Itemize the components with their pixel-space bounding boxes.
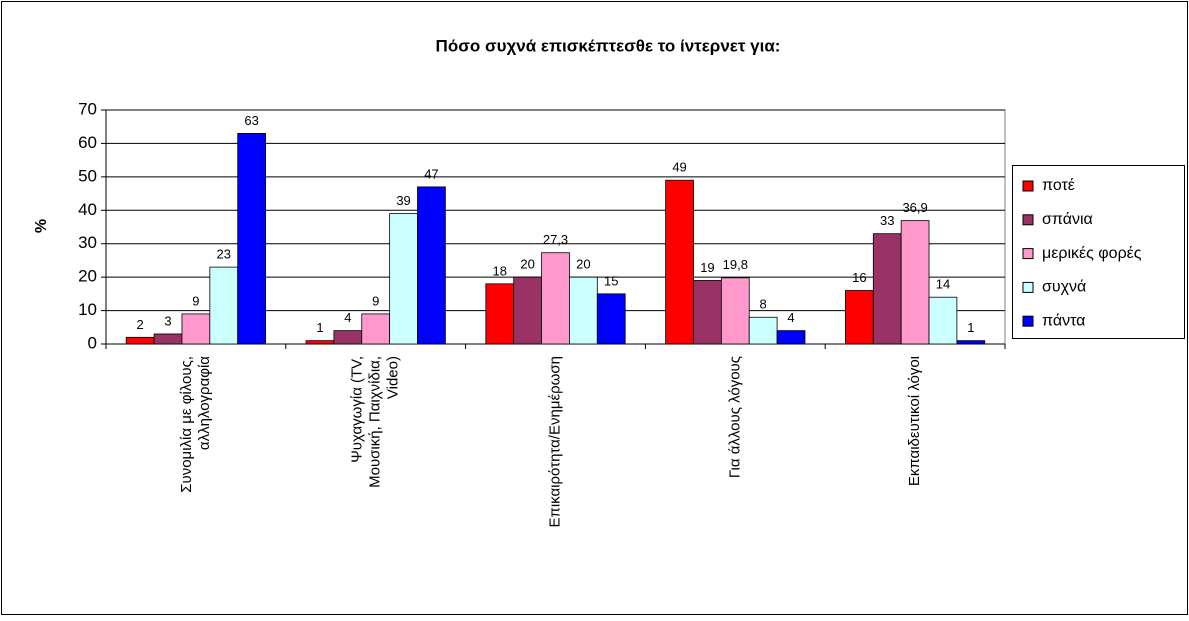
data-label: 1 bbox=[316, 320, 323, 335]
bar bbox=[748, 316, 778, 345]
data-label: 23 bbox=[217, 247, 231, 262]
bar bbox=[720, 277, 750, 345]
data-label: 2 bbox=[137, 317, 144, 332]
bar bbox=[389, 213, 418, 345]
bar bbox=[693, 280, 722, 345]
data-label: 36,9 bbox=[902, 200, 927, 215]
bar bbox=[333, 330, 363, 345]
x-tick-label: Για άλλους λόγους bbox=[726, 356, 743, 478]
legend-label: πάντα bbox=[1042, 312, 1085, 329]
data-label: 9 bbox=[192, 293, 199, 308]
legend-swatch bbox=[1022, 281, 1034, 293]
data-label: 39 bbox=[396, 193, 410, 208]
legend-label: συχνά bbox=[1042, 279, 1086, 296]
x-tick-label: αλληλογραφία bbox=[196, 356, 213, 450]
legend-label: μερικές φορές bbox=[1042, 245, 1142, 262]
data-label: 18 bbox=[493, 263, 507, 278]
bar bbox=[956, 340, 986, 345]
data-label: 14 bbox=[936, 277, 950, 292]
bar bbox=[417, 186, 446, 345]
y-tick-label: 0 bbox=[88, 333, 97, 352]
bar bbox=[845, 290, 874, 345]
data-label: 63 bbox=[244, 113, 258, 128]
x-tick-label: Εκπαιδευτικοί λόγοι bbox=[906, 356, 923, 486]
legend-swatch bbox=[1022, 214, 1034, 226]
x-tick-label: Επικαιρότητα/Ενημέρωση bbox=[546, 356, 563, 528]
bar bbox=[153, 333, 183, 345]
data-label: 8 bbox=[760, 297, 767, 312]
data-label: 49 bbox=[672, 160, 686, 175]
y-tick-label: 60 bbox=[78, 133, 97, 152]
bar bbox=[928, 296, 958, 345]
bar bbox=[485, 283, 515, 345]
data-label: 19,8 bbox=[723, 257, 748, 272]
x-tick-label: Συνομιλία με φίλους, bbox=[178, 356, 195, 493]
legend-label: σπάνια bbox=[1042, 211, 1093, 228]
legend-swatch bbox=[1022, 315, 1034, 327]
data-label: 33 bbox=[880, 213, 894, 228]
bar bbox=[596, 293, 626, 345]
bar bbox=[665, 179, 694, 345]
bar bbox=[361, 313, 391, 345]
data-label: 15 bbox=[604, 273, 618, 288]
bar bbox=[569, 276, 598, 345]
data-label: 9 bbox=[372, 293, 379, 308]
x-tick-label: Μουσική, Παιχνίδια, bbox=[367, 356, 384, 488]
bar bbox=[181, 313, 211, 345]
data-label: 20 bbox=[520, 257, 534, 272]
data-label: 3 bbox=[164, 313, 171, 328]
data-label: 4 bbox=[787, 310, 794, 325]
data-label: 47 bbox=[424, 166, 438, 181]
y-tick-label: 40 bbox=[78, 200, 97, 219]
bar bbox=[541, 252, 570, 345]
bar bbox=[305, 340, 335, 345]
bar bbox=[237, 132, 266, 345]
y-tick-label: 10 bbox=[78, 300, 97, 319]
chart-title: Πόσο συχνά επισκέπτεσθε το ίντερνετ για: bbox=[436, 36, 781, 55]
bar bbox=[872, 233, 902, 345]
legend-label: ποτέ bbox=[1042, 177, 1075, 194]
data-label: 1 bbox=[967, 320, 974, 335]
y-tick-label: 30 bbox=[78, 233, 97, 252]
bar bbox=[776, 330, 806, 345]
y-tick-label: 50 bbox=[78, 166, 97, 185]
y-axis-label: % bbox=[33, 219, 50, 233]
x-tick-label: Ψυχαγωγία (TV, bbox=[349, 356, 366, 463]
bar bbox=[900, 220, 930, 345]
legend-swatch bbox=[1022, 180, 1034, 192]
data-label: 20 bbox=[576, 257, 590, 272]
bar bbox=[209, 266, 239, 345]
legend bbox=[1012, 165, 1185, 339]
y-tick-label: 20 bbox=[78, 267, 97, 286]
bar bbox=[125, 336, 155, 345]
bar bbox=[513, 276, 542, 345]
data-label: 27,3 bbox=[543, 232, 568, 247]
data-label: 16 bbox=[852, 270, 866, 285]
data-label: 19 bbox=[700, 260, 714, 275]
x-tick-label: Video) bbox=[385, 356, 402, 399]
legend-swatch bbox=[1022, 248, 1034, 260]
y-tick-label: 70 bbox=[78, 99, 97, 118]
data-label: 4 bbox=[344, 310, 351, 325]
